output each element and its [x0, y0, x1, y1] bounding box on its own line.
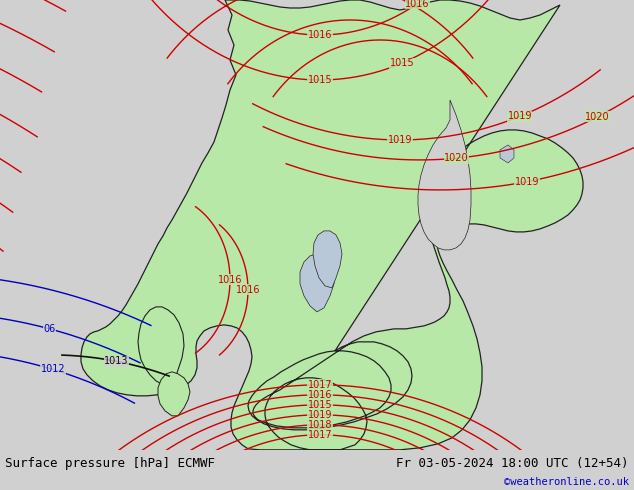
Text: 1019: 1019	[388, 135, 412, 145]
Text: Surface pressure [hPa] ECMWF: Surface pressure [hPa] ECMWF	[5, 457, 215, 470]
Text: 1020: 1020	[444, 153, 469, 163]
Text: 1016: 1016	[217, 275, 242, 285]
Text: 1019: 1019	[307, 410, 332, 420]
Polygon shape	[313, 231, 342, 288]
Polygon shape	[158, 372, 190, 416]
Text: 1013: 1013	[104, 356, 129, 367]
Text: 1017: 1017	[307, 380, 332, 390]
Text: 1019: 1019	[507, 111, 532, 122]
Text: 1016: 1016	[307, 390, 332, 400]
Text: 1016: 1016	[236, 285, 260, 295]
Text: 1015: 1015	[307, 400, 332, 410]
Text: 06: 06	[43, 324, 56, 334]
Polygon shape	[500, 145, 514, 163]
Text: 1016: 1016	[405, 0, 430, 8]
Polygon shape	[418, 100, 471, 250]
Text: 1020: 1020	[585, 112, 610, 122]
Text: 1016: 1016	[307, 30, 332, 40]
Text: 1015: 1015	[390, 58, 415, 68]
Polygon shape	[300, 254, 334, 312]
Text: 1019: 1019	[515, 177, 539, 187]
Polygon shape	[81, 0, 583, 450]
Text: 1012: 1012	[41, 365, 65, 374]
Text: 1015: 1015	[307, 75, 332, 85]
Text: ©weatheronline.co.uk: ©weatheronline.co.uk	[504, 477, 629, 487]
Polygon shape	[138, 307, 184, 387]
Text: 1017: 1017	[307, 430, 332, 440]
Text: Fr 03-05-2024 18:00 UTC (12+54): Fr 03-05-2024 18:00 UTC (12+54)	[396, 457, 629, 470]
Text: 1018: 1018	[307, 420, 332, 430]
